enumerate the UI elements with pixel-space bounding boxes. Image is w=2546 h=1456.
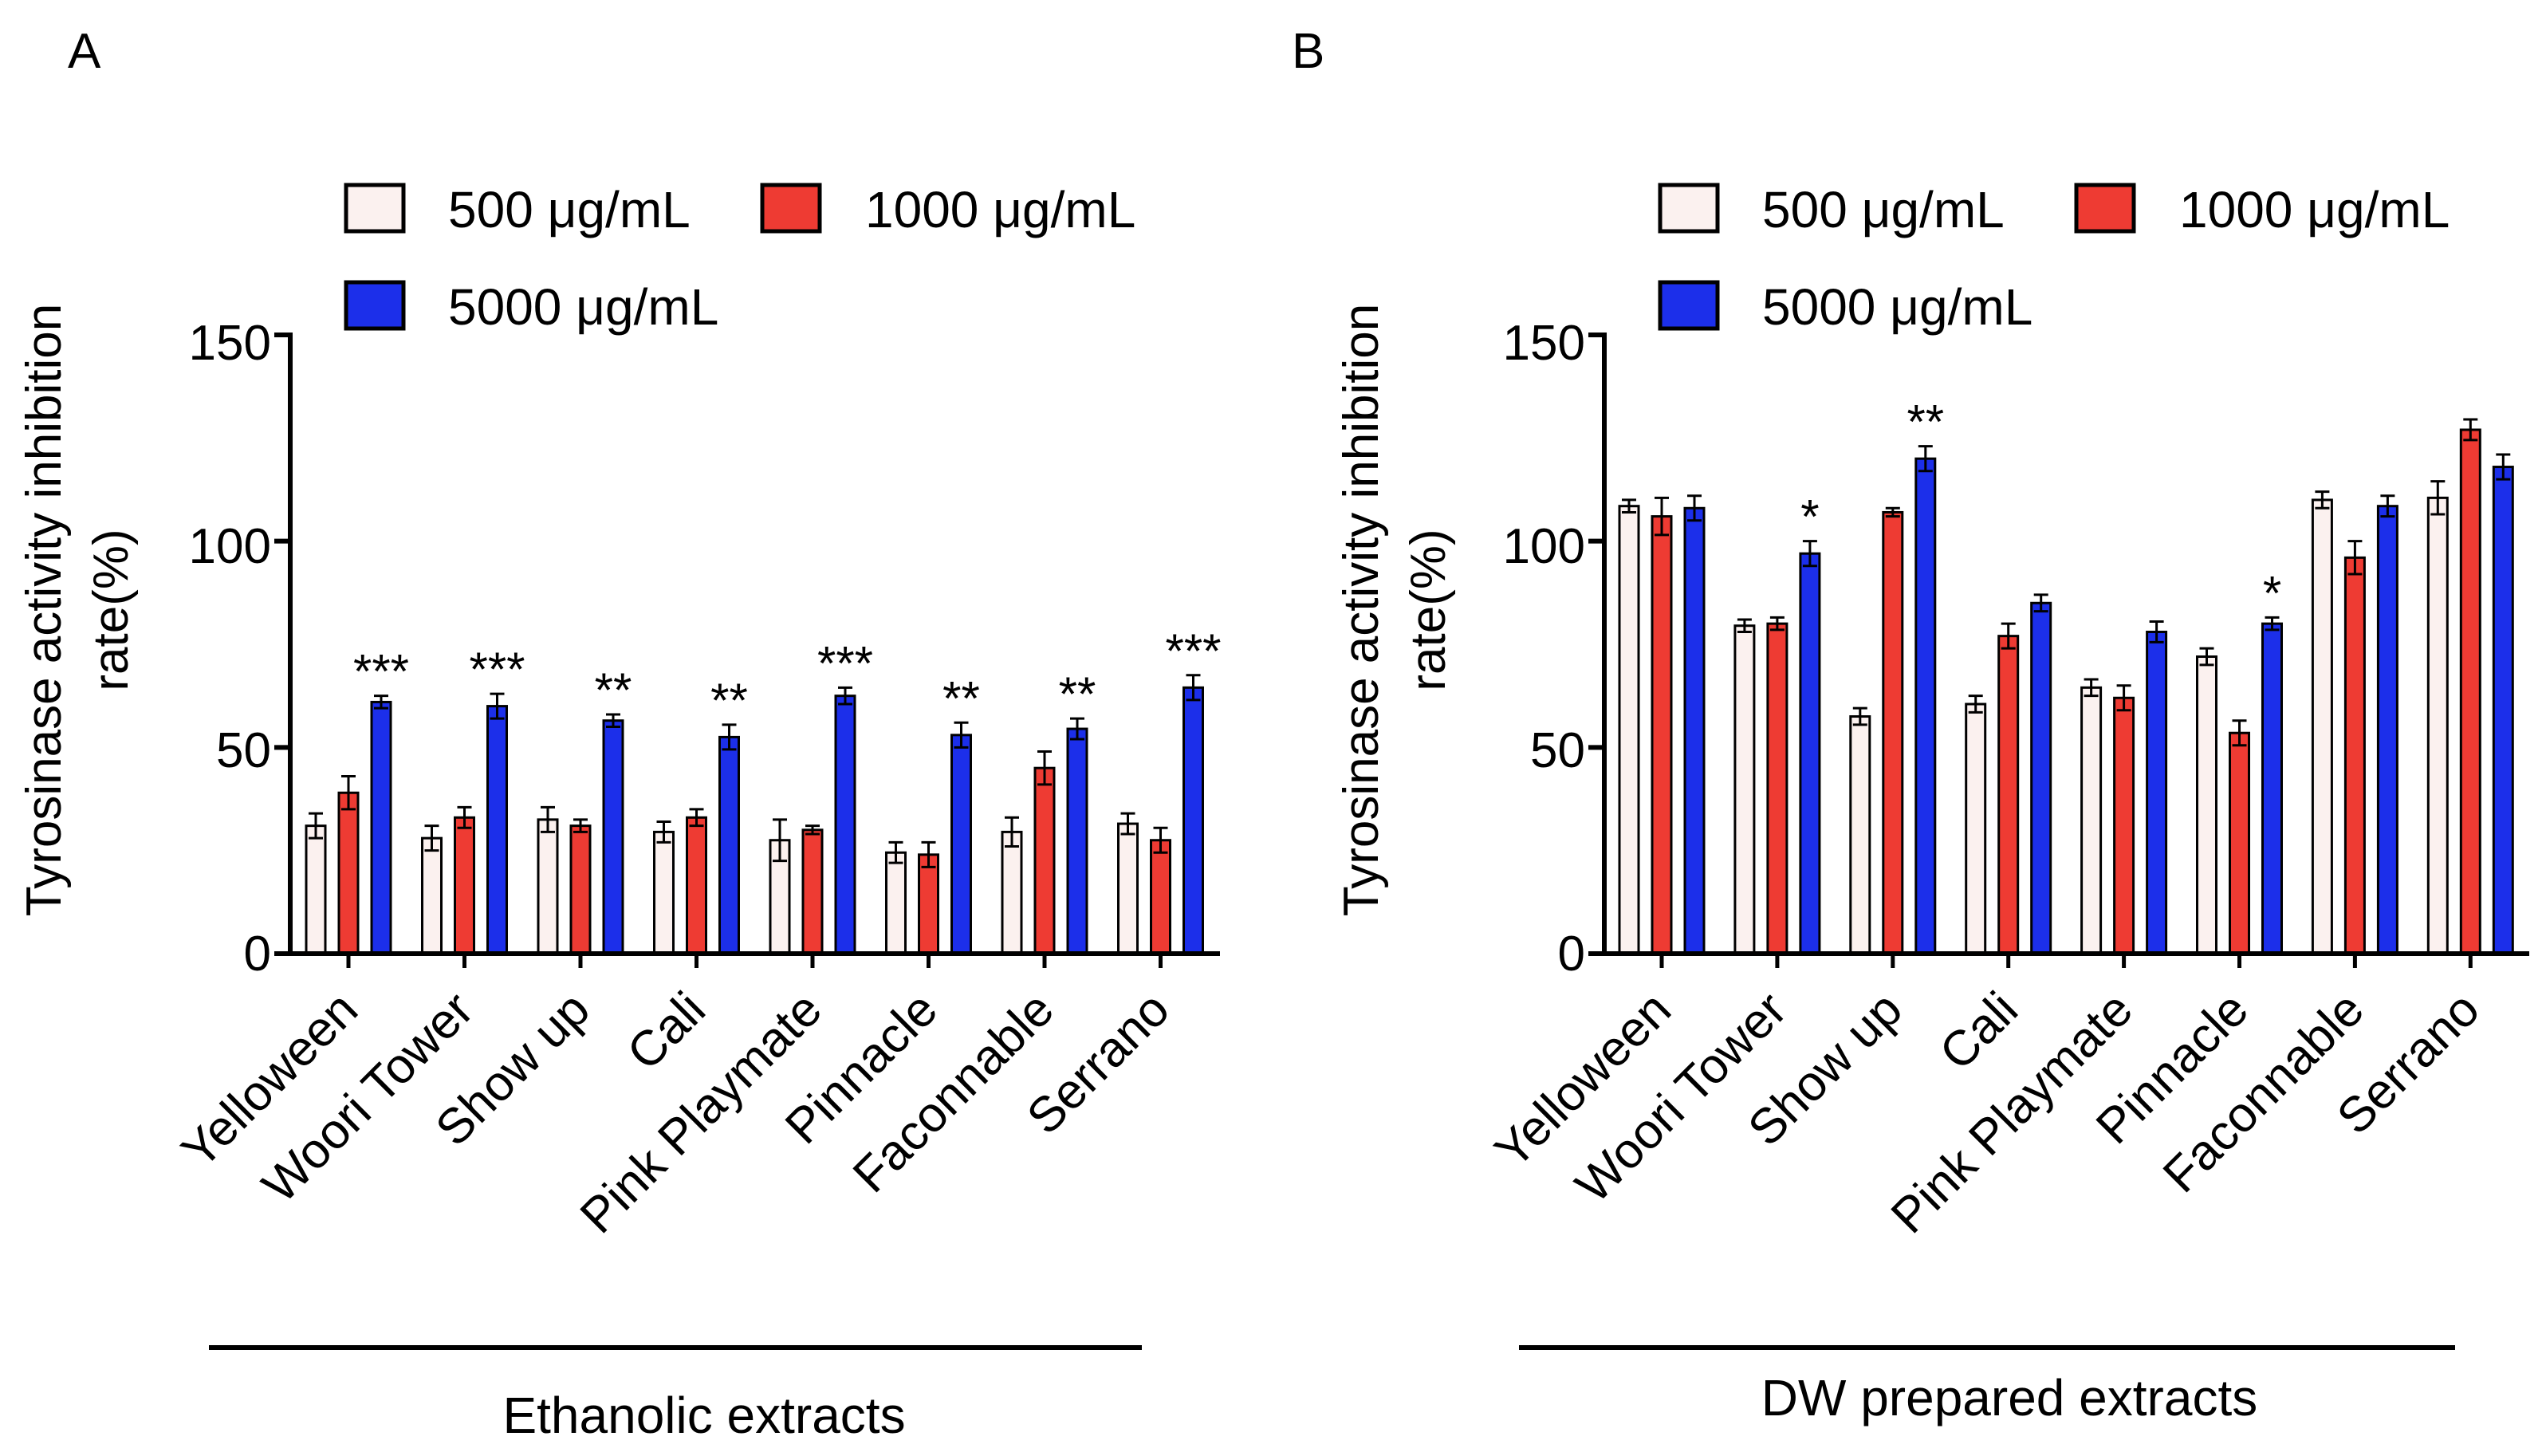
panel-b: B 500 μg/mL 1000 μg/mL 5000 μg/mL Tyrosi… — [1292, 24, 2529, 1426]
significance-label: ** — [595, 663, 632, 717]
legend-label-1000: 1000 μg/mL — [2179, 181, 2450, 238]
bar-5000-yelloween — [370, 700, 392, 955]
bar-5000-pink-playmate — [2146, 630, 2168, 955]
bar-1000-show-up — [1882, 510, 1904, 955]
significance-label: *** — [353, 645, 409, 698]
panel-a: A 500 μg/mL 1000 μg/mL 5000 μg/mL Tyrosi… — [17, 24, 1222, 1444]
y-tick-label: 150 — [1503, 316, 1585, 371]
bar-500-show-up — [537, 818, 559, 955]
bar-500-pinnacle — [2196, 655, 2217, 955]
legend-label-500: 500 μg/mL — [448, 181, 691, 238]
bars-layer — [305, 674, 1204, 955]
bar-500-pink-playmate — [769, 839, 791, 955]
bar-5000-pink-playmate — [834, 695, 856, 955]
bar-1000-cali — [686, 816, 707, 955]
legend-label-5000: 5000 μg/mL — [1762, 278, 2032, 336]
significance-label: * — [2263, 566, 2281, 620]
y-axis-label-line1: Tyrosinase activity inhibition — [1334, 304, 1389, 916]
y-tick-label: 50 — [216, 723, 271, 778]
significance-label: *** — [817, 636, 873, 690]
legend-swatch-5000 — [1658, 280, 1720, 331]
bar-5000-yelloween — [1683, 506, 1706, 955]
bar-5000-faconnable — [1066, 727, 1088, 955]
bar-1000-pinnacle — [918, 853, 939, 955]
legend: 500 μg/mL 1000 μg/mL 5000 μg/mL — [344, 181, 1135, 336]
bar-1000-serrano — [1150, 839, 1171, 955]
bar-5000-cali — [718, 735, 740, 955]
legend-label-5000: 5000 μg/mL — [448, 278, 718, 336]
bar-1000-pink-playmate — [2113, 696, 2135, 955]
bar-5000-show-up — [1914, 457, 1937, 955]
group-label: Ethanolic extracts — [502, 1387, 905, 1444]
bar-1000-woori-tower — [1766, 622, 1788, 955]
legend-swatch-5000 — [344, 280, 406, 331]
y-axis-label-line2: rate(%) — [1401, 529, 1456, 691]
axes-layer — [1588, 333, 2529, 968]
bar-5000-serrano — [2492, 466, 2514, 955]
bar-5000-show-up — [602, 719, 624, 955]
x-tick-label: Cali — [1930, 982, 2029, 1080]
bar-500-faconnable — [2311, 498, 2333, 955]
bar-1000-show-up — [569, 824, 592, 955]
x-tick-label: Cali — [617, 982, 716, 1080]
y-tick-label: 0 — [244, 927, 271, 982]
legend-swatch-500 — [1658, 183, 1720, 234]
bar-1000-cali — [1997, 635, 2020, 955]
bar-5000-pinnacle — [2261, 622, 2283, 955]
legend-swatch-500 — [344, 183, 406, 234]
bar-1000-pinnacle — [2229, 731, 2250, 955]
significance-label: *** — [1165, 624, 1221, 678]
significance-label: ** — [710, 674, 748, 727]
bar-500-woori-tower — [421, 836, 443, 955]
bar-1000-faconnable — [2343, 556, 2366, 955]
y-axis-label-line2: rate(%) — [84, 529, 139, 691]
bar-5000-woori-tower — [1799, 552, 1821, 955]
bar-1000-serrano — [2459, 428, 2481, 955]
bar-500-yelloween — [1618, 505, 1640, 955]
bar-500-serrano — [1117, 822, 1139, 955]
significance-label: ** — [942, 671, 980, 725]
bar-5000-pinnacle — [950, 734, 972, 955]
bar-5000-faconnable — [2376, 505, 2398, 955]
legend-label-1000: 1000 μg/mL — [865, 181, 1135, 238]
bar-500-yelloween — [305, 824, 327, 955]
bar-1000-yelloween — [1651, 515, 1673, 955]
legend-swatch-1000 — [760, 183, 822, 234]
y-axis-label-line1: Tyrosinase activity inhibition — [17, 304, 72, 916]
bar-5000-woori-tower — [486, 705, 508, 955]
y-tick-label: 150 — [189, 316, 271, 371]
bar-500-cali — [1965, 702, 1987, 955]
legend-swatch-1000 — [2074, 183, 2136, 234]
y-tick-label: 100 — [1503, 519, 1585, 574]
significance-label: * — [1800, 490, 1819, 544]
legend-label-500: 500 μg/mL — [1762, 181, 2005, 238]
bar-1000-yelloween — [337, 791, 360, 955]
bar-500-faconnable — [1001, 830, 1023, 955]
bar-500-woori-tower — [1733, 624, 1756, 955]
bar-500-serrano — [2426, 496, 2449, 955]
significance-label: *** — [469, 643, 525, 696]
bar-1000-woori-tower — [454, 816, 475, 955]
significance-label: ** — [1059, 667, 1096, 721]
bar-500-cali — [653, 830, 675, 955]
bar-500-show-up — [1849, 715, 1871, 955]
panel-label: B — [1292, 24, 1324, 79]
legend: 500 μg/mL 1000 μg/mL 5000 μg/mL — [1658, 181, 2450, 336]
bar-5000-cali — [2030, 601, 2052, 955]
y-tick-label: 100 — [189, 519, 271, 574]
bar-1000-pink-playmate — [801, 828, 824, 955]
panel-label: A — [68, 24, 101, 79]
bar-5000-serrano — [1182, 686, 1204, 955]
bars-layer — [1618, 418, 2514, 955]
bar-500-pink-playmate — [2080, 686, 2103, 955]
bar-1000-faconnable — [1033, 766, 1056, 955]
bar-500-pinnacle — [885, 851, 907, 955]
significance-label: ** — [1907, 395, 1944, 449]
y-tick-label: 50 — [1530, 723, 1585, 778]
axes-layer — [274, 333, 1220, 968]
group-label: DW prepared extracts — [1761, 1369, 2257, 1426]
y-tick-label: 0 — [1558, 927, 1585, 982]
